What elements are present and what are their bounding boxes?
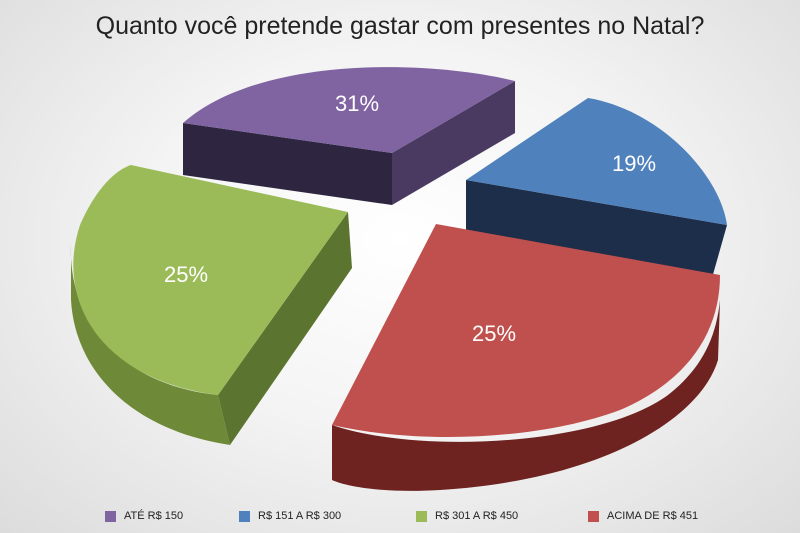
chart-title: Quanto você pretende gastar com presente…: [95, 12, 705, 40]
slice-ate-150-inner-face: [183, 123, 392, 205]
slice-151-300-top: [466, 98, 727, 225]
slice-ate-150: 31%: [183, 67, 515, 205]
slice-301-450-top: [73, 165, 348, 395]
legend-swatch-151-300: [239, 510, 250, 522]
legend-label-acima-451: ACIMA DE R$ 451: [607, 510, 699, 522]
slice-ate-150-top: [183, 67, 515, 153]
legend-label-ate-150: ATÉ R$ 150: [124, 510, 184, 522]
legend-swatch-acima-451: [588, 510, 599, 522]
legend: ATÉ R$ 150 R$ 151 A R$ 300 R$ 301 A R$ 4…: [0, 510, 800, 532]
slice-301-450-outer-side: [70, 245, 230, 445]
legend-swatch-ate-150: [105, 510, 116, 522]
slice-acima-451-outer-side: [332, 300, 720, 491]
pie-chart: 31% 19% 25% 25%: [70, 67, 727, 491]
slice-301-450: 25%: [70, 165, 352, 445]
legend-item-ate-150: ATÉ R$ 150: [105, 510, 183, 522]
slice-151-300-inner-face: [466, 180, 727, 278]
legend-label-301-450: R$ 301 A R$ 450: [435, 510, 519, 522]
slice-ate-150-outer-side: [392, 81, 515, 205]
legend-item-301-450: R$ 301 A R$ 450: [416, 510, 518, 522]
legend-item-acima-451: ACIMA DE R$ 451: [588, 510, 698, 522]
slice-acima-451: 25%: [332, 224, 720, 491]
slice-acima-451-top: [332, 224, 720, 437]
slice-label-151-300: 19%: [612, 151, 656, 176]
legend-item-151-300: R$ 151 A R$ 300: [239, 510, 341, 522]
legend-swatch-301-450: [416, 510, 427, 522]
slice-151-300: 19%: [466, 98, 727, 278]
legend-label-151-300: R$ 151 A R$ 300: [258, 510, 342, 522]
slice-301-450-inner-face: [218, 212, 352, 445]
slice-label-ate-150: 31%: [335, 91, 379, 116]
slice-label-301-450: 25%: [164, 262, 208, 287]
slice-label-acima-451: 25%: [472, 321, 516, 346]
